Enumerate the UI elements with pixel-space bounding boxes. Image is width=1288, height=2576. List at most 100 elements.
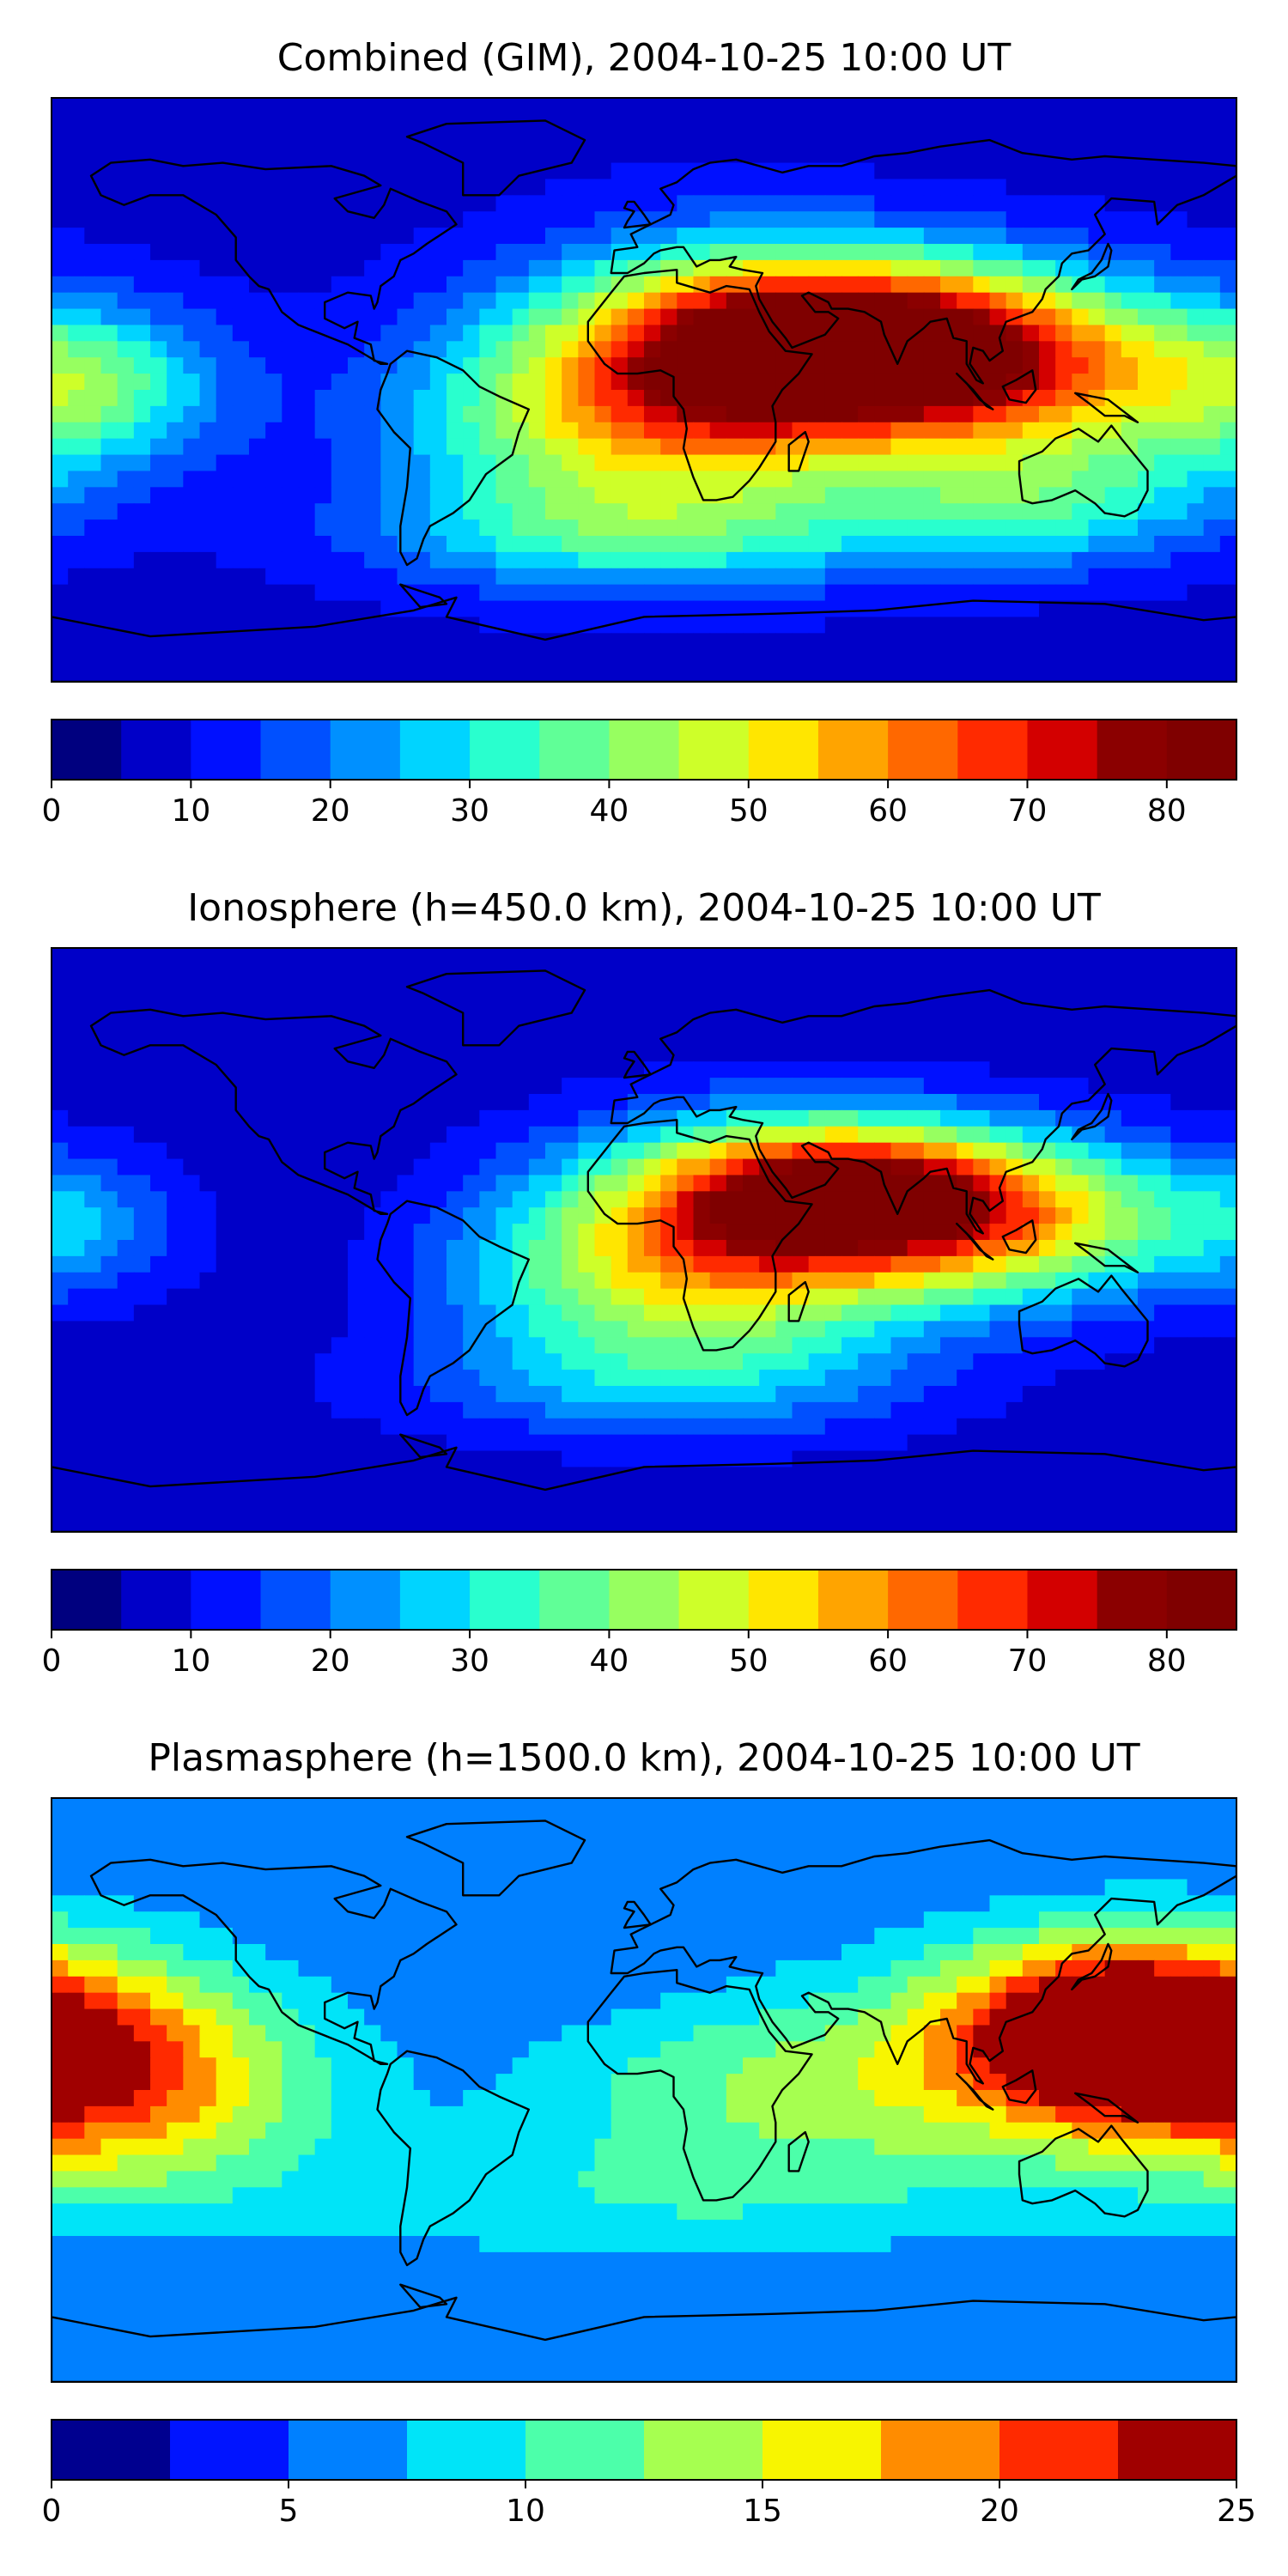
heatmap-cell xyxy=(117,390,135,407)
heatmap-cell xyxy=(512,308,530,326)
heatmap-cell xyxy=(282,1029,300,1046)
heatmap-cell xyxy=(380,536,398,553)
heatmap-cell xyxy=(331,617,349,634)
heatmap-cell xyxy=(726,1191,744,1208)
heatmap-cell xyxy=(709,1418,727,1436)
heatmap-cell xyxy=(824,1288,842,1306)
heatmap-cell xyxy=(677,519,695,537)
heatmap-cell xyxy=(413,980,431,998)
heatmap-cell xyxy=(133,292,151,310)
heatmap-cell xyxy=(709,195,727,212)
heatmap-cell xyxy=(68,1175,85,1192)
heatmap-cell xyxy=(775,963,793,981)
heatmap-cell xyxy=(68,244,85,261)
heatmap-cell xyxy=(726,438,744,456)
heatmap-cell xyxy=(1039,422,1056,440)
heatmap-cell xyxy=(775,308,793,326)
heatmap-cell xyxy=(232,1401,250,1419)
heatmap-cell xyxy=(1104,1304,1122,1322)
heatmap-cell xyxy=(545,308,562,326)
heatmap-cell xyxy=(479,996,497,1014)
heatmap-cell xyxy=(364,1401,381,1419)
heatmap-cell xyxy=(792,1158,810,1176)
heatmap-cell xyxy=(150,633,167,650)
heatmap-cell xyxy=(562,179,579,196)
heatmap-cell xyxy=(1170,276,1188,294)
heatmap-cell xyxy=(68,1255,85,1273)
heatmap-cell xyxy=(1203,1370,1221,1387)
heatmap-cell xyxy=(578,1272,596,1290)
heatmap-cell xyxy=(973,1158,991,1176)
heatmap-cell xyxy=(68,963,85,981)
heatmap-cell xyxy=(199,130,217,148)
heatmap-cell xyxy=(660,1418,677,1436)
heatmap-cell xyxy=(841,487,859,504)
heatmap-cell xyxy=(447,454,464,472)
heatmap-cell xyxy=(775,1272,793,1290)
heatmap-cell xyxy=(1022,948,1040,965)
heatmap-cell xyxy=(314,1353,332,1370)
heatmap-cell xyxy=(314,130,332,148)
heatmap-cell xyxy=(858,471,875,488)
heatmap-cell xyxy=(216,1158,234,1176)
heatmap-cell xyxy=(1039,98,1056,115)
heatmap-cell xyxy=(858,1255,875,1273)
heatmap-cell xyxy=(1039,649,1056,666)
heatmap-cell xyxy=(1203,1272,1221,1290)
colorbar-swatch xyxy=(330,720,401,780)
heatmap-cell xyxy=(660,487,677,504)
heatmap-cells xyxy=(52,948,1236,1532)
heatmap-cells xyxy=(52,98,1236,682)
heatmap-cell xyxy=(923,1401,941,1419)
heatmap-cell xyxy=(183,1434,201,1452)
heatmap-cell xyxy=(84,211,102,228)
heatmap-cell xyxy=(644,405,661,423)
heatmap-cell xyxy=(199,1175,217,1192)
heatmap-cell xyxy=(447,1272,464,1290)
heatmap-cell xyxy=(1187,1337,1205,1354)
heatmap-cell xyxy=(1005,1386,1024,1403)
heatmap-cell xyxy=(709,1255,727,1273)
heatmap-cell xyxy=(183,228,201,245)
heatmap-cell xyxy=(989,1012,1007,1030)
heatmap-cell xyxy=(578,146,596,164)
heatmap-cell xyxy=(890,1061,908,1078)
heatmap-cell xyxy=(1203,519,1221,537)
heatmap-cell xyxy=(677,617,695,634)
heatmap-cell xyxy=(249,1450,266,1468)
heatmap-cell xyxy=(545,536,562,553)
heatmap-cell xyxy=(1121,1304,1139,1322)
heatmap-cell xyxy=(429,1255,447,1273)
heatmap-cell xyxy=(1022,130,1040,148)
heatmap-cell xyxy=(940,259,957,277)
heatmap-cell xyxy=(117,325,135,342)
heatmap-cell xyxy=(1104,1337,1122,1354)
heatmap-cell xyxy=(512,244,530,261)
heatmap-cell xyxy=(348,438,365,456)
heatmap-cell xyxy=(578,1109,596,1127)
heatmap-cell xyxy=(463,1240,480,1257)
heatmap-cell xyxy=(743,259,760,277)
heatmap-cell xyxy=(265,1450,283,1468)
heatmap-cell xyxy=(463,405,480,423)
heatmap-cell xyxy=(858,308,875,326)
heatmap-cell xyxy=(232,1434,250,1452)
heatmap-cell xyxy=(874,963,892,981)
heatmap-cell xyxy=(249,390,266,407)
heatmap-cell xyxy=(1022,98,1040,115)
heatmap-cell xyxy=(331,503,349,520)
heatmap-cell xyxy=(611,438,629,456)
heatmap-cell xyxy=(249,357,266,374)
heatmap-cell xyxy=(627,617,645,634)
heatmap-cell xyxy=(479,1158,497,1176)
heatmap-cell xyxy=(447,471,464,488)
heatmap-cell xyxy=(578,1386,596,1403)
heatmap-cell xyxy=(792,113,810,131)
heatmap-cell xyxy=(133,1255,151,1273)
heatmap-cell xyxy=(743,244,760,261)
heatmap-cell xyxy=(957,422,974,440)
heatmap-cell xyxy=(183,1467,201,1484)
heatmap-cell xyxy=(232,1304,250,1322)
heatmap-cell xyxy=(150,1175,167,1192)
heatmap-cell xyxy=(1121,600,1139,618)
